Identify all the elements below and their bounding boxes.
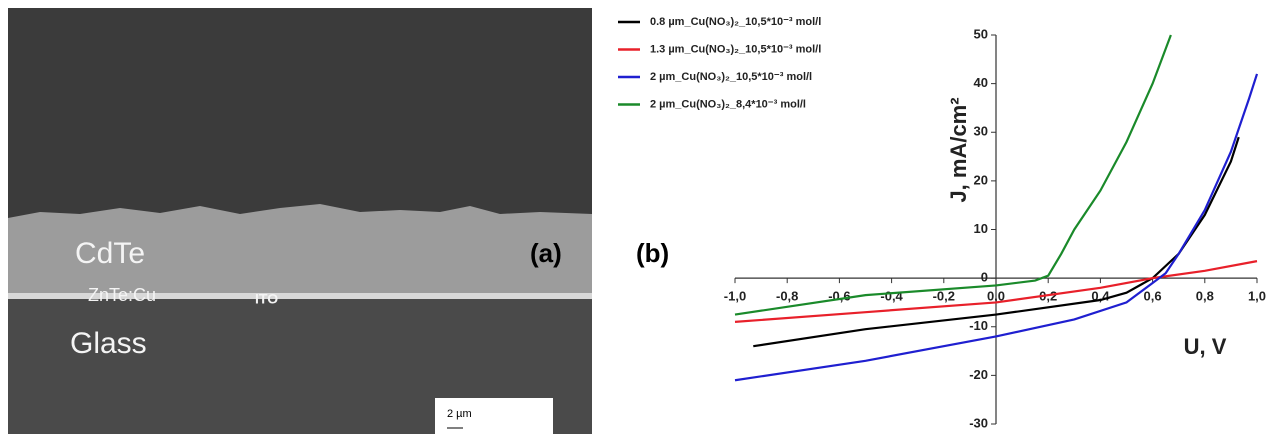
- y-axis-label: J, mA/cm²: [946, 97, 971, 202]
- x-tick-label: 1,0: [1248, 289, 1266, 304]
- x-tick-label: -0,8: [776, 289, 798, 304]
- x-tick-label: 0,6: [1144, 289, 1162, 304]
- y-tick-label: -30: [969, 415, 988, 430]
- panel-label: (a): [530, 238, 562, 268]
- sem-image: 2 µm CdTe ZnTe:Cu ITO Glass (a): [8, 8, 592, 434]
- y-tick-label: -10: [969, 318, 988, 333]
- layer-label: Glass: [70, 327, 147, 360]
- y-tick-label: 0: [981, 270, 988, 285]
- panel-label: (b): [636, 238, 669, 268]
- figure: 2 µm CdTe ZnTe:Cu ITO Glass (a) (b) J, m…: [0, 0, 1271, 434]
- x-tick-label: 0,8: [1196, 289, 1214, 304]
- layer-label: ITO: [255, 291, 278, 307]
- layer-label: CdTe: [75, 237, 145, 270]
- page: 2 µm CdTe ZnTe:Cu ITO Glass (a) (b) J, m…: [0, 0, 1271, 434]
- legend-label: 2 µm_Cu(NO₃)₂_10,5*10⁻³ mol/l: [650, 71, 812, 83]
- layer-label: ZnTe:Cu: [88, 285, 156, 305]
- y-tick-label: 50: [974, 26, 988, 41]
- legend-label: 1.3 µm_Cu(NO₃)₂_10,5*10⁻³ mol/l: [650, 43, 821, 55]
- y-tick-label: -20: [969, 367, 988, 382]
- scale-label: 2 µm: [447, 408, 472, 420]
- legend-label: 0.8 µm_Cu(NO₃)₂_10,5*10⁻³ mol/l: [650, 16, 821, 28]
- y-tick-label: 20: [974, 172, 988, 187]
- x-axis-label: U, V: [1184, 334, 1227, 359]
- x-tick-label: -0,4: [880, 289, 903, 304]
- y-tick-label: 10: [974, 221, 988, 236]
- y-tick-label: 40: [974, 75, 988, 90]
- y-tick-label: 30: [974, 124, 988, 139]
- legend-label: 2 µm_Cu(NO₃)₂_8,4*10⁻³ mol/l: [650, 98, 806, 110]
- x-tick-label: -1,0: [724, 289, 746, 304]
